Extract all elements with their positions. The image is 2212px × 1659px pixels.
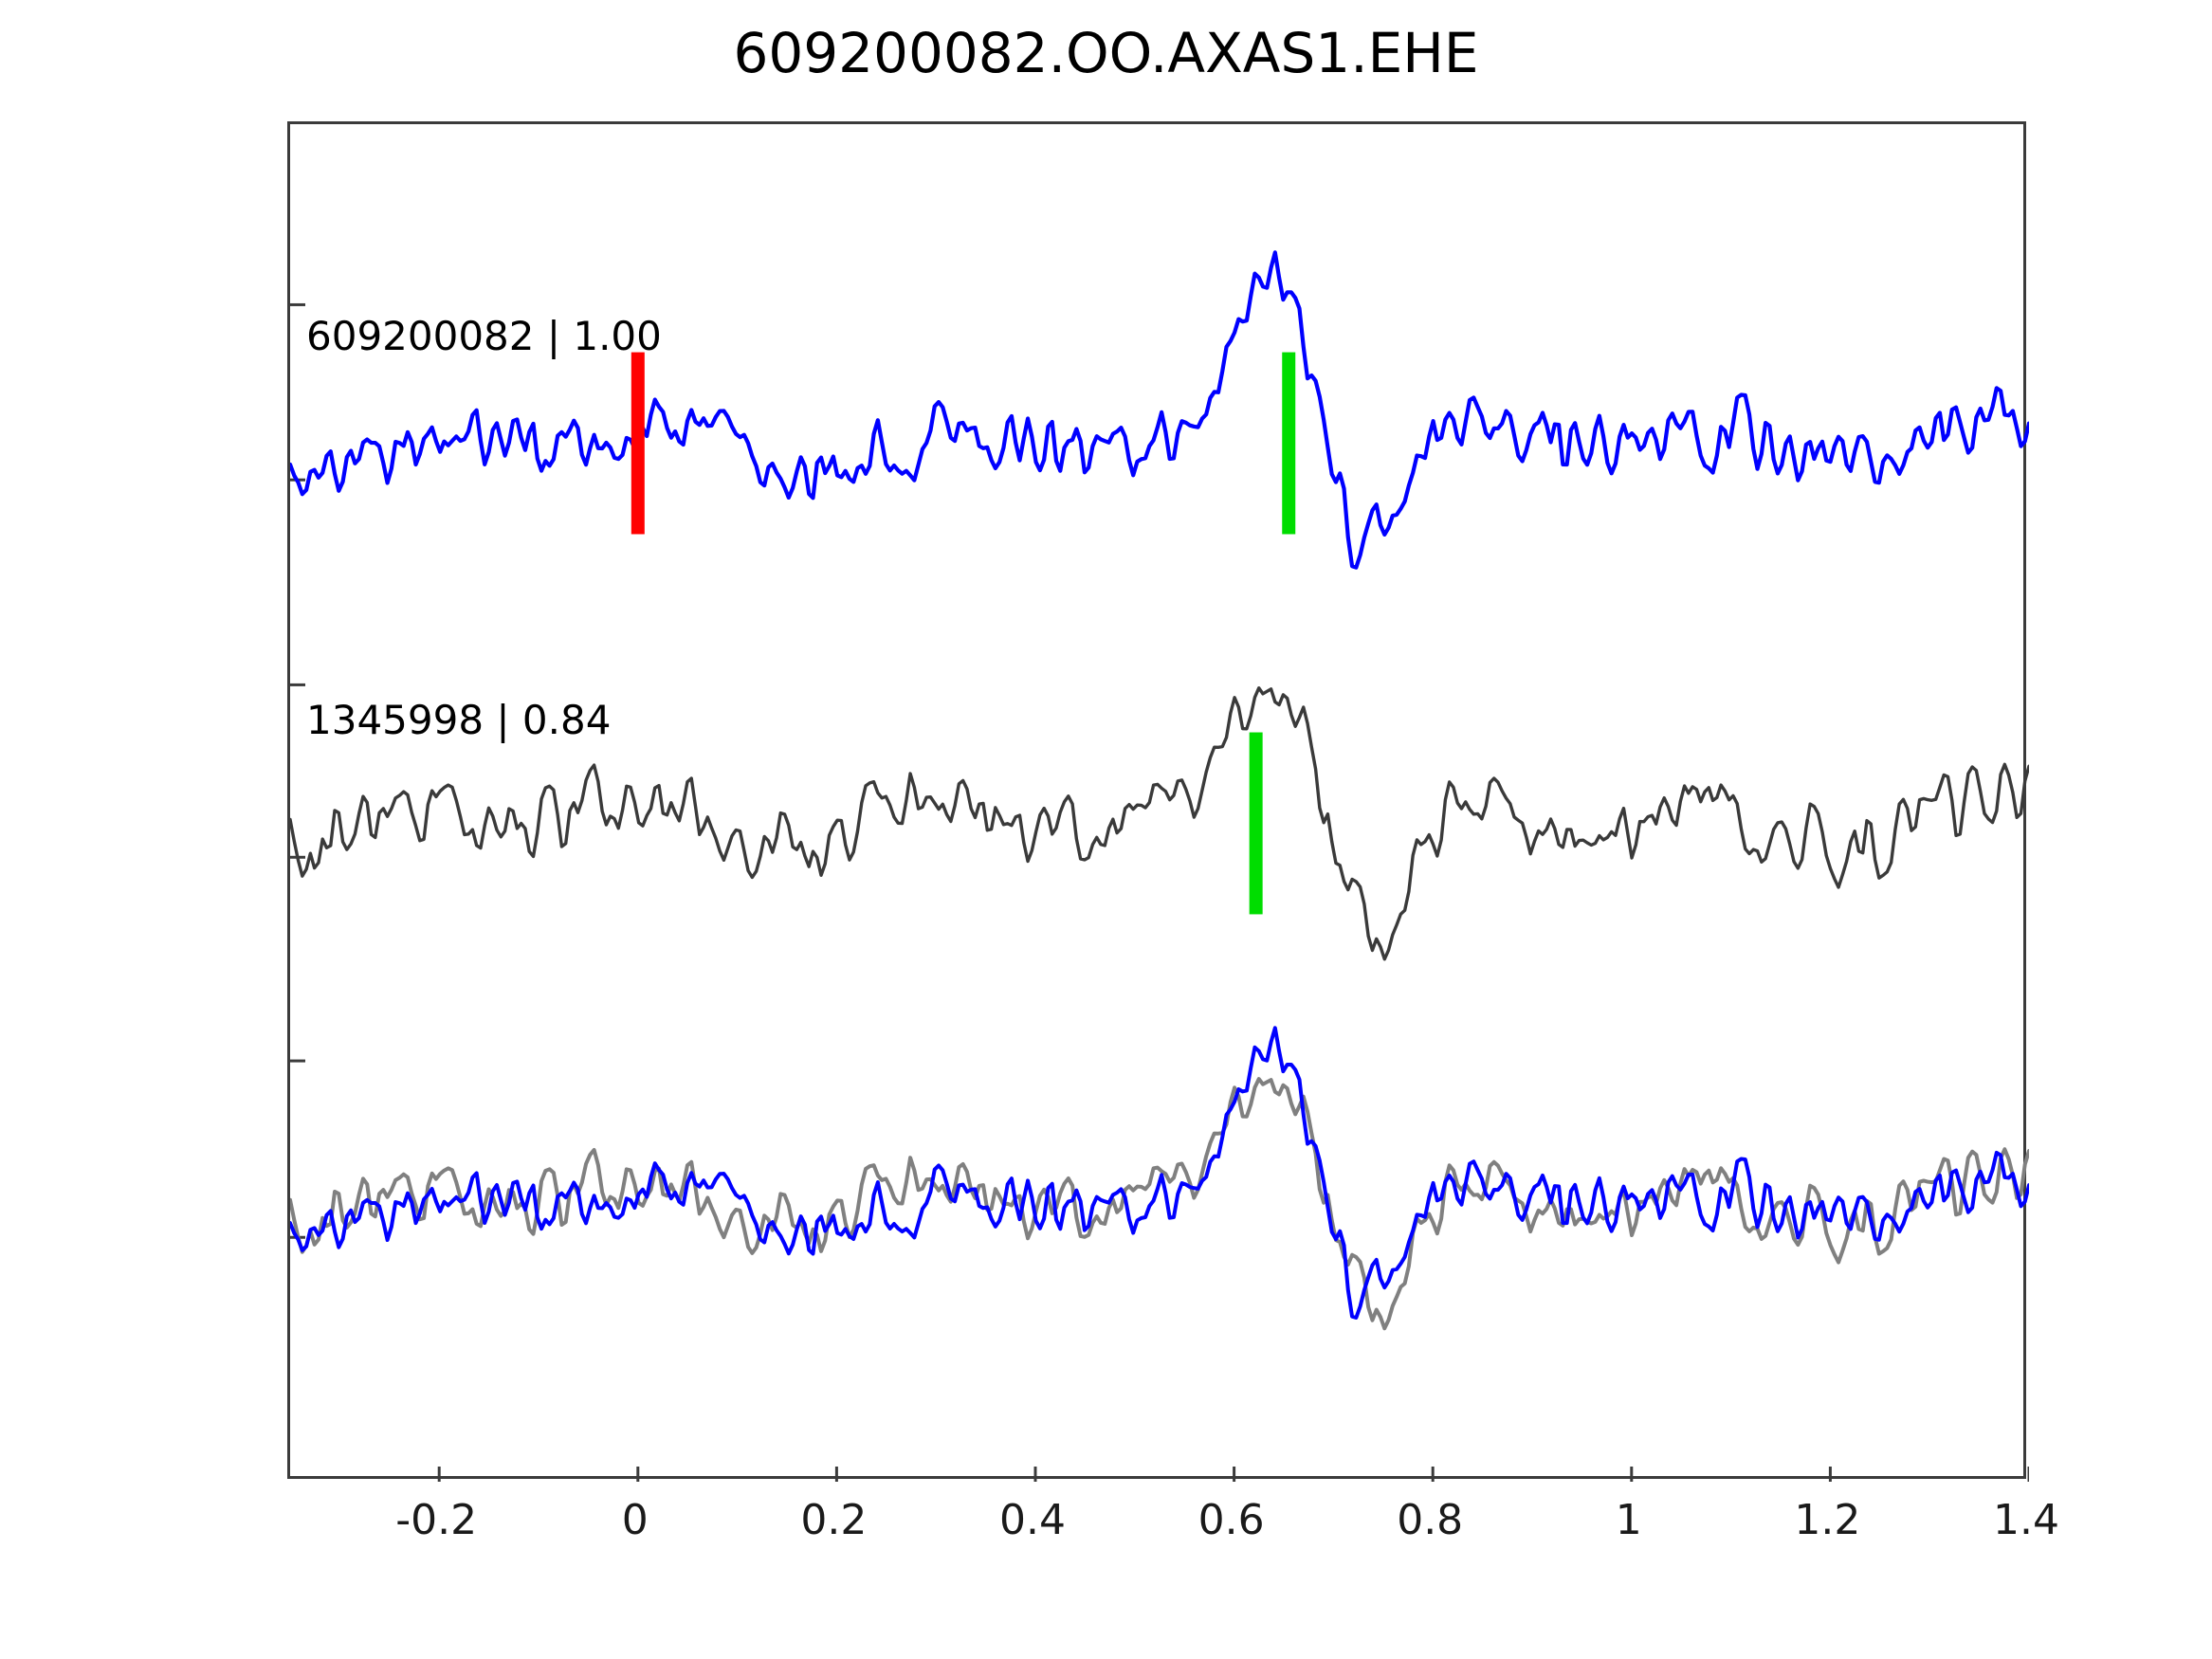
trace-label-top: 609200082 | 1.00 xyxy=(306,312,662,359)
x-tick-label: 1.4 xyxy=(1993,1496,2059,1544)
x-tick-label: 1.2 xyxy=(1794,1496,1861,1544)
x-tick-label: 0.8 xyxy=(1397,1496,1464,1544)
waveform-trace-detection xyxy=(290,686,2029,961)
waveform-trace-overlay-gray xyxy=(290,1077,2029,1331)
waveform-canvas xyxy=(290,250,2029,1482)
x-tick-label: 0.2 xyxy=(800,1496,868,1544)
page-title: 609200082.OO.AXAS1.EHE xyxy=(733,21,1479,85)
phase-pick-marker-middle xyxy=(1249,732,1263,915)
x-tick-label: 0.4 xyxy=(999,1496,1066,1544)
origin-time-marker xyxy=(631,352,645,535)
x-tick-label: -0.2 xyxy=(395,1496,478,1544)
waveform-trace-overlay-blue xyxy=(290,1026,2029,1321)
waveform-trace-template xyxy=(290,250,2029,570)
x-tick-label: 1 xyxy=(1615,1496,1642,1544)
x-tick-label: 0.6 xyxy=(1197,1496,1265,1544)
x-tick-label: 0 xyxy=(621,1496,649,1544)
x-axis-tick-labels: -0.2 0 0.2 0.4 0.6 0.8 1 1.2 1.4 xyxy=(287,1496,2059,1553)
plot-axes xyxy=(287,121,2029,1482)
trace-label-middle: 1345998 | 0.84 xyxy=(306,697,612,744)
phase-pick-marker-top xyxy=(1282,352,1296,535)
